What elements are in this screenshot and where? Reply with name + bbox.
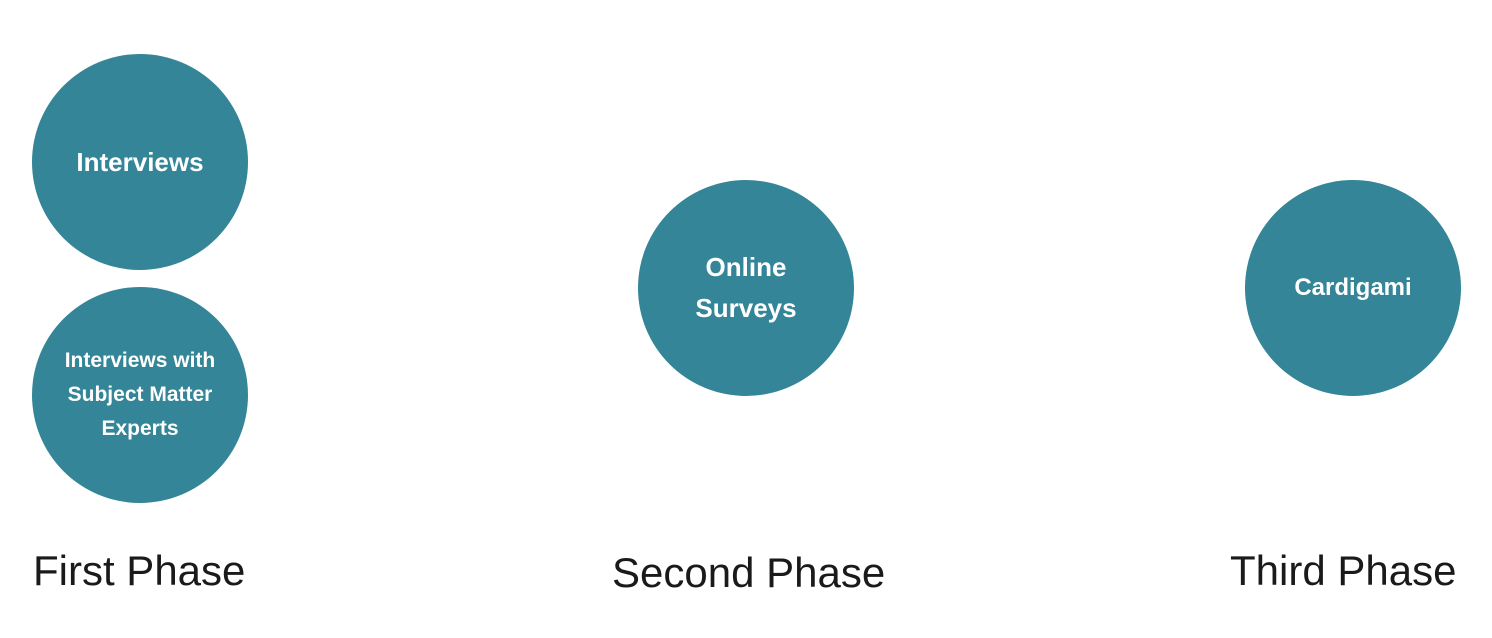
method-circle-online-surveys: Online Surveys bbox=[638, 180, 854, 396]
method-circle-expert-interviews: Interviews with Subject Matter Experts bbox=[32, 287, 248, 503]
method-label: Online Surveys bbox=[695, 252, 797, 323]
method-circle-cardigami: Cardigami bbox=[1245, 180, 1461, 396]
phase-label-second: Second Phase bbox=[612, 549, 886, 596]
method-label: Interviews bbox=[76, 146, 204, 177]
method-label: Cardigami bbox=[1294, 274, 1412, 301]
method-label: Interviews with Subject Matter Experts bbox=[64, 349, 216, 440]
phase-label-third: Third Phase bbox=[1230, 547, 1457, 594]
method-circle-interviews: Interviews bbox=[32, 54, 248, 270]
phase-label-first: First Phase bbox=[33, 547, 246, 594]
